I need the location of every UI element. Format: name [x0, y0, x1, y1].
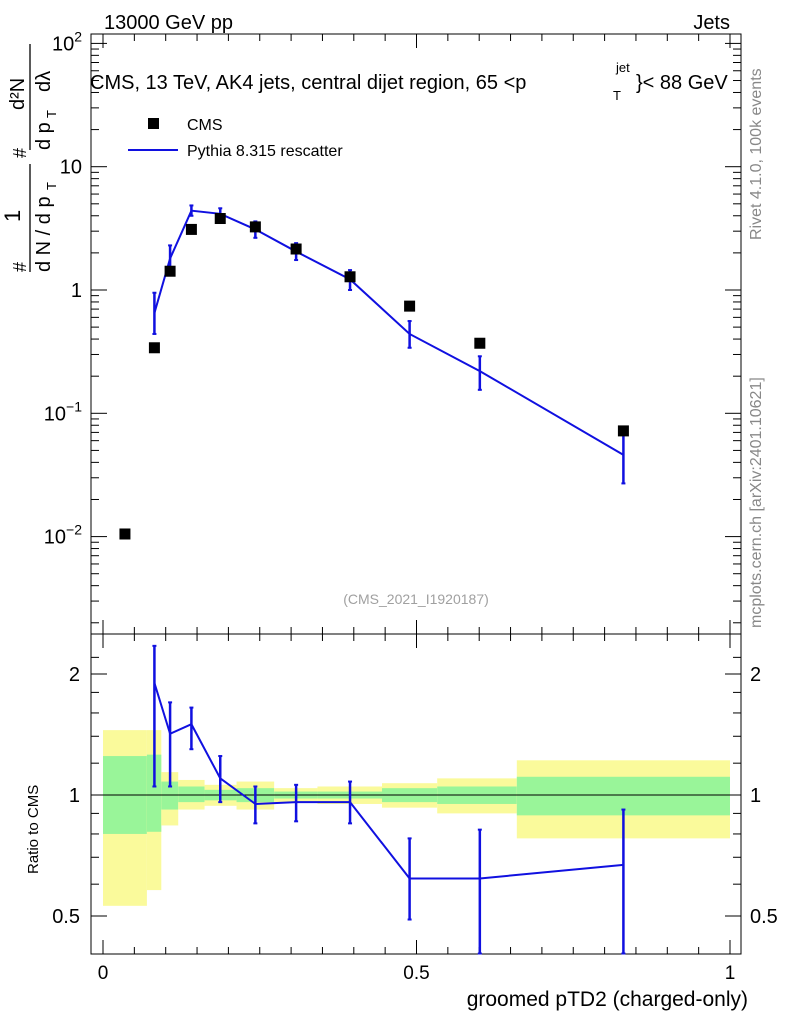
- main-series: [119, 204, 629, 540]
- x-axis-label: groomed pTD2 (charged-only): [467, 988, 748, 1011]
- legend: CMS Pythia 8.315 rescatter: [128, 117, 343, 160]
- legend-data-label: CMS: [187, 117, 223, 134]
- data-point: [290, 243, 302, 255]
- ylabel-dlambda: dλ: [33, 71, 55, 92]
- y-tick-label: 10−2: [44, 522, 82, 549]
- ylabel-t: T: [44, 182, 59, 190]
- data-point: [119, 528, 131, 540]
- data-point: [404, 300, 416, 312]
- header-left: 13000 GeV pp: [104, 12, 233, 34]
- ylabel-one: 1: [0, 210, 25, 222]
- title-sub: T: [613, 88, 621, 103]
- data-point: [474, 337, 486, 349]
- data-point: [617, 425, 629, 437]
- ylabel-hash: #: [10, 262, 30, 272]
- ratio-mc-line: [153, 682, 624, 880]
- ratio-tick-label-right: 2: [750, 664, 761, 686]
- ylabel-t2: T: [44, 110, 59, 118]
- ratio-tick-label-right: 1: [750, 785, 761, 807]
- x-tick-label: 0.5: [403, 963, 429, 984]
- band-inner: [146, 754, 162, 832]
- mcplots-label: mcplots.cern.ch [arXiv:2401.10621]: [748, 377, 765, 628]
- legend-mc-label: Pythia 8.315 rescatter: [187, 143, 343, 160]
- x-tick-label: 1: [725, 963, 736, 984]
- title-sup: jet: [615, 60, 630, 75]
- title-prefix: CMS, 13 TeV, AK4 jets, central dijet reg…: [90, 72, 515, 94]
- y-axis-label-ratio: Ratio to CMS: [25, 785, 42, 874]
- ratio-tick-label-right: 0.5: [750, 906, 778, 928]
- x-tick-label: 0: [98, 963, 109, 984]
- ylabel-dpt: d p: [33, 122, 55, 150]
- title-pt: p: [515, 72, 526, 94]
- ylabel-d2n: d²N: [7, 78, 29, 110]
- ratio-series: [152, 644, 626, 955]
- data-point: [185, 223, 197, 235]
- y-axis-label-main: # 1 d N / d p T # d²N d p T dλ: [0, 44, 59, 272]
- data-point: [344, 271, 356, 283]
- mc-line: [153, 209, 624, 456]
- ratio-bands: [103, 730, 730, 906]
- axis-ticks: 0 0.5 1 102 10 1 10−1 10−2 2 2 1 1 0.5 0.5: [44, 28, 778, 984]
- data-point: [164, 265, 176, 277]
- ratio-tick-label-left: 0.5: [52, 906, 80, 928]
- title-suffix: }< 88 GeV: [636, 72, 728, 94]
- band-inner: [161, 781, 179, 810]
- data-point: [214, 213, 226, 225]
- data-point: [249, 221, 261, 233]
- ratio-tick-label-left: 1: [69, 785, 80, 807]
- data-point: [148, 342, 160, 354]
- y-tick-label: 1: [71, 280, 82, 302]
- ylabel-hash2: #: [10, 148, 30, 158]
- header-right: Jets: [693, 12, 730, 34]
- analysis-watermark: (CMS_2021_I1920187): [343, 591, 489, 607]
- legend-data-marker: [148, 118, 159, 129]
- ylabel-dn: d N / d p: [33, 196, 55, 272]
- y-tick-label: 10: [60, 157, 82, 179]
- ratio-tick-label-left: 2: [69, 664, 80, 686]
- y-tick-label: 10−1: [44, 398, 82, 425]
- band-inner: [178, 786, 205, 803]
- y-tick-label: 102: [52, 28, 82, 55]
- rivet-label: Rivet 4.1.0, 100k events: [748, 68, 765, 240]
- plot-title: CMS, 13 TeV, AK4 jets, central dijet reg…: [90, 72, 526, 94]
